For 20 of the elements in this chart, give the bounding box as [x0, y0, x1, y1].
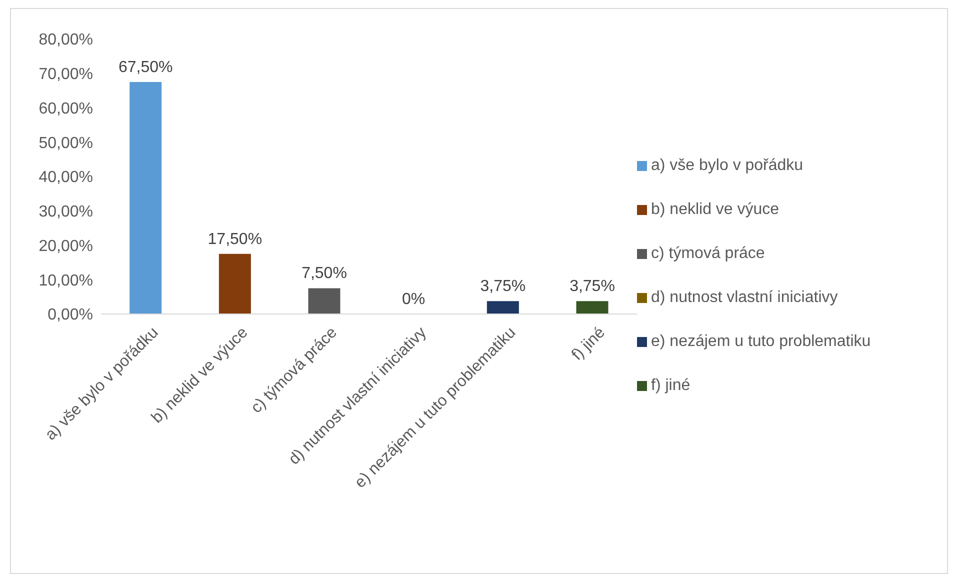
- y-tick-label: 20,00%: [38, 238, 93, 255]
- legend-label: c) týmová práce: [651, 245, 765, 262]
- data-label: 3,75%: [480, 278, 526, 296]
- y-tick-label: 10,00%: [38, 272, 93, 290]
- y-tick-label: 0,00%: [48, 306, 93, 324]
- x-tick-label: f) jiné: [568, 324, 609, 364]
- y-tick-label: 50,00%: [38, 134, 93, 152]
- y-tick-label: 70,00%: [38, 66, 93, 84]
- data-label: 17,50%: [208, 230, 262, 248]
- legend-label: d) nutnost vlastní iniciativy: [651, 289, 838, 306]
- data-label: 7,50%: [302, 265, 347, 282]
- data-label: 3,75%: [570, 278, 615, 296]
- y-tick-label: 60,00%: [38, 100, 93, 118]
- data-label: 67,50%: [118, 58, 173, 76]
- y-tick-label: 80,00%: [38, 32, 93, 49]
- y-tick-label: 30,00%: [38, 204, 93, 221]
- legend-label: a) vše bylo v pořádku: [651, 157, 804, 174]
- legend-label: b) neklid ve výuce: [651, 201, 780, 218]
- y-tick-label: 40,00%: [38, 169, 93, 186]
- data-label: 0%: [402, 291, 426, 308]
